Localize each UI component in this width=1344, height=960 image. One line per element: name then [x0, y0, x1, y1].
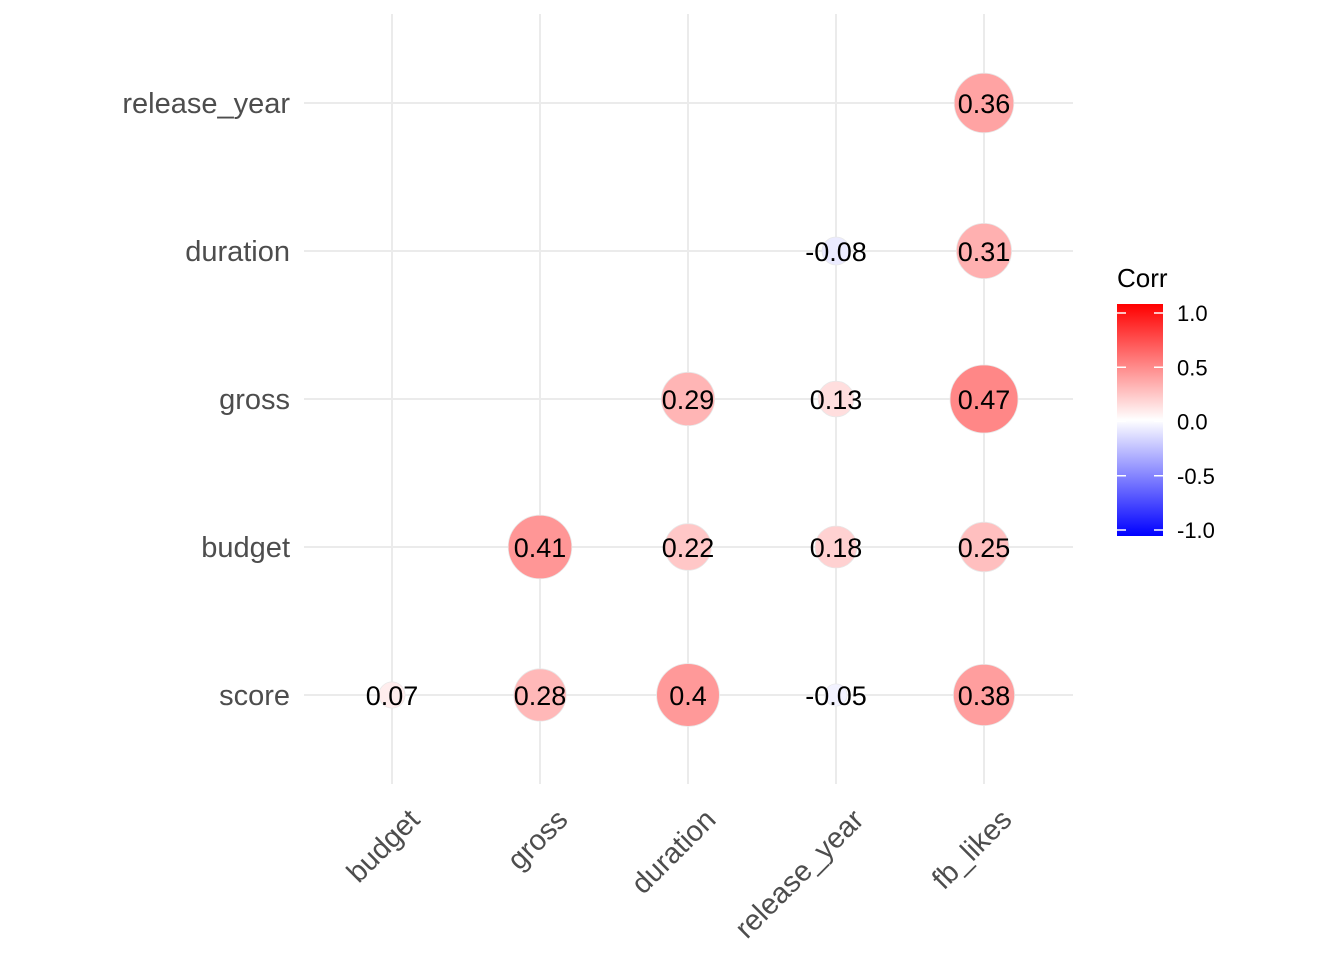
legend-tick-label-0: 1.0: [1177, 301, 1208, 326]
corr-point-budget-fb_likes: [958, 521, 1010, 573]
legend-tick-label-2: 0.0: [1177, 410, 1208, 435]
corr-label-score-gross: 0.28: [514, 681, 567, 711]
corr-label-release_year-fb_likes: 0.36: [958, 89, 1011, 119]
corr-label-budget-gross: 0.41: [514, 533, 567, 563]
corr-label-budget-duration: 0.22: [662, 533, 715, 563]
correlation-points: [378, 72, 1019, 727]
corr-point-budget-gross: [507, 514, 573, 580]
color-legend: Corr 1.0 0.5 0.0 -0.5 -1.0: [1117, 263, 1215, 543]
corr-point-gross-release_year: [817, 380, 855, 418]
corr-label-budget-release_year: 0.18: [810, 533, 863, 563]
corr-label-score-release_year: -0.05: [805, 681, 867, 711]
x-tick-label-gross: gross: [502, 804, 575, 877]
corr-point-score-budget: [378, 681, 406, 709]
x-tick-label-budget: budget: [341, 804, 426, 889]
corr-point-gross-duration: [660, 371, 716, 427]
legend-tick-label-1: 0.5: [1177, 355, 1208, 380]
corr-point-budget-release_year: [814, 525, 858, 569]
corr-point-score-fb_likes: [953, 664, 1016, 727]
corr-label-budget-fb_likes: 0.25: [958, 533, 1011, 563]
y-tick-label-score: score: [219, 680, 290, 712]
legend-ticks: 1.0 0.5 0.0 -0.5 -1.0: [1117, 301, 1215, 543]
corr-point-duration-release_year: [821, 236, 851, 266]
corr-point-gross-fb_likes: [949, 364, 1019, 434]
x-tick-label-duration: duration: [626, 804, 723, 901]
legend-tick-label-4: -1.0: [1177, 518, 1215, 543]
x-axis-ticks: budget gross duration release_year fb_likes: [341, 803, 1018, 944]
corr-point-score-release_year: [824, 683, 848, 707]
correlation-labels: 0.07 0.28 0.4 -0.05 0.38 0.41 0.22 0.18 0.25 0.29…: [366, 89, 1011, 711]
corr-point-score-gross: [513, 668, 567, 722]
y-tick-label-release_year: release_year: [122, 88, 290, 120]
corr-label-score-duration: 0.4: [669, 681, 707, 711]
corr-label-gross-duration: 0.29: [662, 385, 715, 415]
y-tick-label-duration: duration: [185, 236, 290, 268]
legend-colorbar: [1117, 304, 1163, 536]
corr-point-duration-fb_likes: [956, 222, 1013, 279]
corr-label-duration-release_year: -0.08: [805, 237, 867, 267]
corr-label-duration-fb_likes: 0.31: [958, 237, 1011, 267]
x-tick-label-fb_likes: fb_likes: [926, 804, 1018, 896]
corr-label-score-budget: 0.07: [366, 681, 419, 711]
corr-point-budget-duration: [664, 523, 712, 571]
y-axis-ticks: score budget gross duration release_year: [122, 88, 290, 712]
y-tick-label-budget: budget: [201, 532, 290, 564]
y-tick-label-gross: gross: [219, 384, 290, 416]
legend-title: Corr: [1117, 263, 1168, 293]
legend-tick-label-3: -0.5: [1177, 464, 1215, 489]
corr-label-gross-fb_likes: 0.47: [958, 385, 1011, 415]
x-tick-label-release_year: release_year: [729, 803, 870, 944]
corr-label-gross-release_year: 0.13: [810, 385, 863, 415]
corr-label-score-fb_likes: 0.38: [958, 681, 1011, 711]
corr-point-release_year-fb_likes: [953, 72, 1015, 134]
corr-point-score-duration: [656, 663, 720, 727]
